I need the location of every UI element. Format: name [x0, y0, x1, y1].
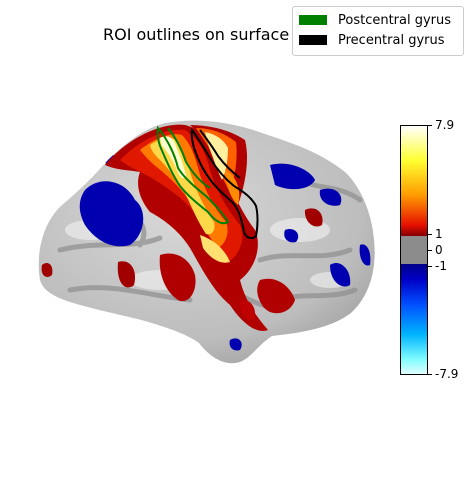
- legend: Postcentral gyrus Precentral gyrus: [292, 6, 464, 56]
- legend-label-postcentral: Postcentral gyrus: [338, 12, 452, 28]
- colorbar-tick-label: 1: [435, 227, 443, 242]
- colorbar-tick-label: 7.9: [435, 118, 455, 132]
- positive-activation: [41, 124, 323, 331]
- roi-outlines: [156, 125, 259, 240]
- colorbar: [400, 125, 428, 375]
- legend-item-postcentral: Postcentral gyrus: [299, 11, 451, 29]
- colorbar-tick: [428, 265, 432, 267]
- precentral-gyrus-outline: [190, 127, 259, 240]
- postcentral-gyrus-outline: [156, 125, 230, 225]
- colorbar-tick-label: 0: [435, 243, 443, 257]
- precentral-gyrus-outline-inner: [199, 129, 241, 179]
- colorbar-tick: [428, 125, 432, 126]
- legend-item-precentral: Precentral gyrus: [299, 31, 445, 49]
- legend-swatch-postcentral: [299, 15, 327, 25]
- negative-activation: [79, 153, 371, 351]
- colorbar-tick: [428, 234, 432, 236]
- chart-title: ROI outlines on surface: [103, 25, 290, 44]
- legend-swatch-precentral: [299, 35, 327, 45]
- colorbar-tick-label: -7.9: [435, 367, 459, 381]
- postcentral-gyrus-outline-inner: [167, 127, 211, 189]
- colorbar-tick: [428, 250, 432, 251]
- legend-label-precentral: Precentral gyrus: [338, 32, 445, 48]
- colorbar-tick-label: -1: [435, 258, 447, 273]
- brain-surface: [38, 120, 375, 364]
- colorbar-tick: [428, 374, 432, 375]
